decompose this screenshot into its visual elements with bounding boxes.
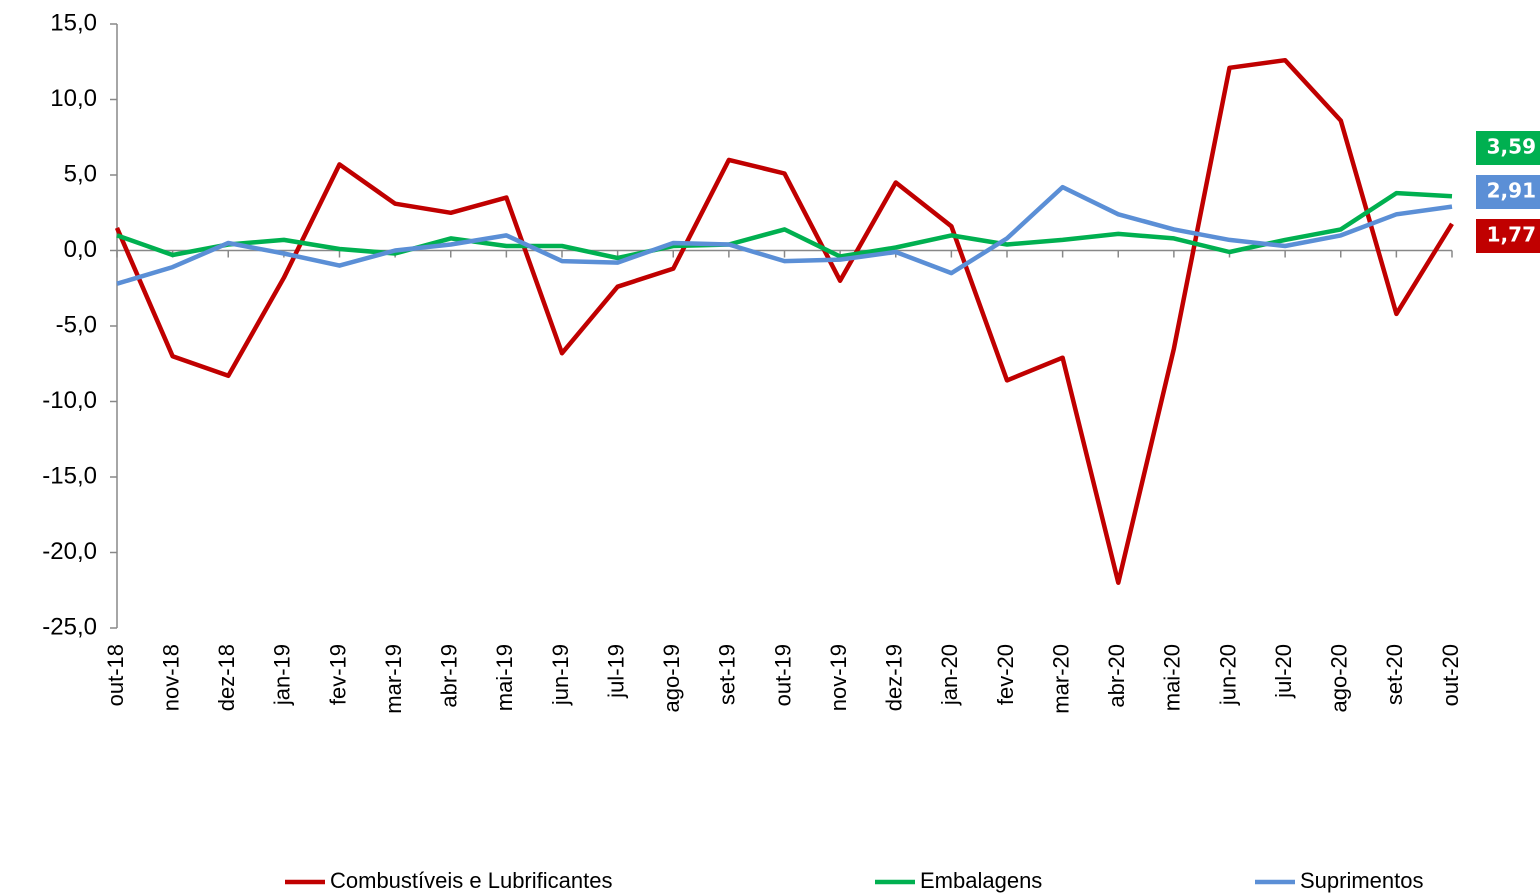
- x-tick-label: out-20: [1438, 644, 1463, 706]
- x-tick-label: fev-20: [993, 644, 1018, 705]
- x-tick-label: set-19: [715, 644, 740, 705]
- x-tick-label: set-20: [1382, 644, 1407, 705]
- y-tick-label: -5,0: [56, 311, 97, 338]
- y-tick-label: 5,0: [64, 160, 97, 187]
- x-tick-label: jan-20: [937, 644, 962, 706]
- x-tick-label: dez-19: [882, 644, 907, 711]
- legend-label: Suprimentos: [1300, 868, 1424, 893]
- x-tick-label: mai-20: [1160, 644, 1185, 711]
- value-label-box: [1476, 175, 1540, 209]
- x-tick-label: abr-20: [1104, 644, 1129, 708]
- y-tick-label: -15,0: [42, 462, 97, 489]
- legend-label: Embalagens: [920, 868, 1042, 893]
- value-label: 2,91: [1487, 179, 1536, 203]
- legend-label: Combustíveis e Lubrificantes: [330, 868, 612, 893]
- y-tick-label: -20,0: [42, 538, 97, 565]
- series-line: [116, 190, 1453, 261]
- x-tick-label: abr-19: [437, 644, 462, 708]
- x-tick-label: jun-20: [1215, 644, 1240, 706]
- value-label: 1,77: [1487, 223, 1536, 247]
- x-tick-label: fev-19: [325, 644, 350, 705]
- x-tick-label: mar-20: [1048, 644, 1073, 714]
- x-tick-label: nov-19: [826, 644, 851, 711]
- x-tick-label: nov-18: [158, 644, 183, 711]
- x-tick-label: jan-19: [270, 644, 295, 706]
- series-line: [114, 57, 1454, 585]
- x-tick-label: jul-20: [1271, 644, 1296, 699]
- x-tick-label: out-18: [103, 644, 128, 706]
- x-tick-label: mai-19: [492, 644, 517, 711]
- x-tick-label: ago-19: [659, 644, 684, 713]
- value-label-box: [1476, 219, 1540, 253]
- y-tick-label: -10,0: [42, 387, 97, 414]
- y-tick-label: 10,0: [50, 85, 97, 112]
- x-tick-label: out-19: [770, 644, 795, 706]
- x-tick-label: jun-19: [548, 644, 573, 706]
- y-tick-label: 15,0: [50, 9, 97, 36]
- x-tick-label: ago-20: [1327, 644, 1352, 713]
- y-tick-label: -25,0: [42, 613, 97, 640]
- y-tick-label: 0,0: [64, 236, 97, 263]
- series-line: [116, 184, 1453, 286]
- x-tick-label: jul-19: [603, 644, 628, 699]
- x-tick-label: dez-18: [214, 644, 239, 711]
- value-label: 3,59: [1487, 135, 1536, 159]
- x-tick-label: mar-19: [381, 644, 406, 714]
- value-label-box: [1476, 131, 1540, 165]
